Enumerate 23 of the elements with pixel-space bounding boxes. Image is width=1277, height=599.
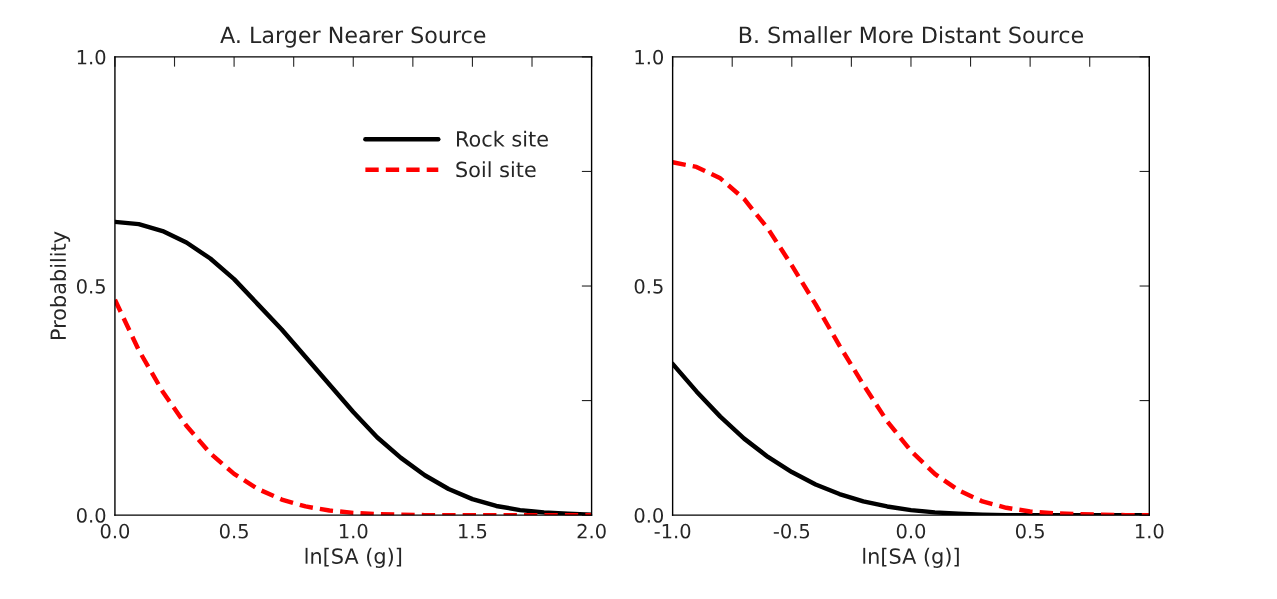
x-axis-title: ln[SA (g)]	[863, 547, 959, 569]
y-tick-label: 1.0	[77, 49, 106, 65]
x-tick-label: -1.0	[654, 523, 691, 539]
x-tick-label: 0.5	[1015, 523, 1044, 539]
x-tick-label: 2.0	[577, 523, 606, 539]
x-tick-label: 1.0	[339, 523, 368, 539]
y-tick-label: 0.0	[76, 508, 106, 523]
chart-title: A. Larger Nearer Source	[220, 26, 486, 48]
chart-title: B. Smaller More Distant Source	[739, 26, 1084, 44]
y-tick-label: 0.5	[76, 278, 105, 294]
x-axis-title: ln[SA (g)]	[305, 547, 402, 569]
legend-label: Rock site	[457, 130, 548, 147]
x-tick-label: 0.0	[100, 523, 130, 539]
x-tick-label: -0.5	[773, 523, 810, 539]
x-tick-label: 1.0	[1135, 523, 1164, 539]
y-axis-title: Probability	[49, 231, 71, 340]
x-tick-label: 1.5	[459, 524, 487, 539]
y-tick-label: 0.0	[634, 508, 664, 523]
x-tick-label: 0.0	[896, 523, 926, 539]
legend-label: Soil site	[456, 161, 536, 178]
y-tick-label: 1.0	[635, 49, 664, 65]
y-tick-label: 0.5	[634, 278, 663, 294]
x-tick-label: 0.5	[219, 523, 248, 539]
